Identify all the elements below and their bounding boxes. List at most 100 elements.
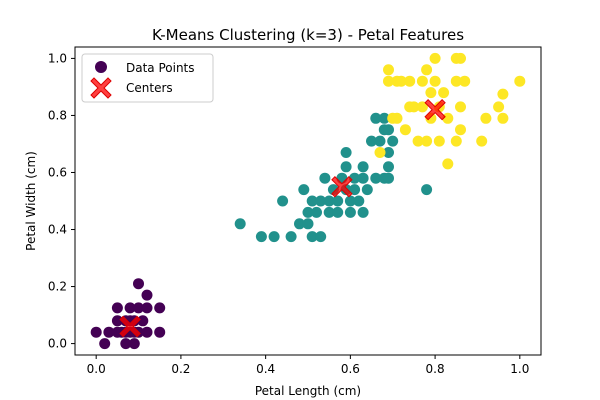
data-point-cluster-0 bbox=[111, 302, 123, 314]
data-point-cluster-1 bbox=[383, 172, 394, 184]
data-point-cluster-2 bbox=[476, 135, 488, 147]
data-point-cluster-1 bbox=[319, 172, 331, 184]
x-tick-label: 0.4 bbox=[256, 362, 275, 376]
data-point-cluster-0 bbox=[103, 326, 115, 338]
legend-data-points-label: Data Points bbox=[126, 61, 195, 75]
y-tick-label: 0.8 bbox=[48, 108, 67, 122]
data-point-cluster-1 bbox=[344, 206, 356, 218]
data-point-cluster-2 bbox=[438, 87, 450, 99]
data-point-cluster-1 bbox=[315, 195, 327, 207]
data-point-cluster-0 bbox=[124, 302, 136, 314]
data-point-cluster-1 bbox=[370, 172, 382, 184]
data-point-cluster-2 bbox=[421, 64, 433, 76]
legend-centers-marker bbox=[90, 77, 112, 99]
data-point-cluster-1 bbox=[277, 195, 289, 207]
data-point-cluster-1 bbox=[294, 218, 305, 230]
data-point-cluster-0 bbox=[99, 338, 111, 350]
data-point-cluster-2 bbox=[374, 147, 386, 158]
data-point-cluster-1 bbox=[340, 161, 352, 173]
data-point-cluster-0 bbox=[128, 338, 140, 350]
data-point-cluster-2 bbox=[412, 135, 424, 147]
cluster-center-0 bbox=[119, 315, 141, 338]
data-point-cluster-1 bbox=[374, 135, 386, 147]
data-point-cluster-1 bbox=[344, 195, 356, 207]
data-point-cluster-2 bbox=[391, 112, 403, 124]
data-point-cluster-0 bbox=[133, 278, 144, 290]
x-tick-label: 0.6 bbox=[341, 362, 360, 376]
y-axis-label: Petal Width (cm) bbox=[24, 151, 38, 251]
data-point-cluster-0 bbox=[90, 326, 102, 338]
data-point-cluster-0 bbox=[141, 302, 153, 314]
data-point-cluster-2 bbox=[442, 158, 454, 170]
data-point-cluster-1 bbox=[387, 135, 399, 147]
legend-frame bbox=[81, 53, 214, 103]
data-point-cluster-1 bbox=[349, 172, 361, 184]
data-point-cluster-0 bbox=[137, 315, 149, 327]
data-point-cluster-2 bbox=[455, 101, 466, 113]
x-tick-label: 1.0 bbox=[510, 362, 529, 376]
data-point-cluster-2 bbox=[493, 101, 505, 113]
data-point-cluster-2 bbox=[404, 75, 416, 87]
data-point-cluster-1 bbox=[315, 231, 327, 243]
data-point-cluster-2 bbox=[383, 64, 394, 76]
y-tick-label: 1.0 bbox=[48, 51, 67, 65]
data-point-cluster-1 bbox=[361, 184, 373, 196]
data-point-cluster-0 bbox=[154, 302, 166, 314]
x-tick-label: 0.0 bbox=[87, 362, 106, 376]
data-point-cluster-1 bbox=[285, 231, 297, 243]
data-point-cluster-1 bbox=[340, 147, 352, 158]
data-point-cluster-0 bbox=[154, 326, 166, 338]
y-tick-label: 0.4 bbox=[48, 223, 67, 237]
data-point-cluster-2 bbox=[383, 75, 394, 87]
cluster-center-1 bbox=[331, 175, 353, 198]
legend-centers-label: Centers bbox=[126, 81, 173, 95]
data-point-cluster-1 bbox=[357, 172, 369, 184]
data-point-cluster-2 bbox=[399, 124, 411, 136]
data-point-cluster-2 bbox=[497, 88, 509, 100]
data-point-cluster-2 bbox=[442, 112, 454, 124]
data-point-cluster-2 bbox=[514, 75, 526, 87]
data-point-cluster-1 bbox=[268, 231, 280, 243]
x-tick-label: 0.2 bbox=[171, 362, 190, 376]
data-point-cluster-2 bbox=[450, 135, 462, 147]
data-point-cluster-0 bbox=[141, 326, 153, 338]
plot-frame bbox=[74, 46, 542, 356]
y-axis: 0.0 0.2 0.4 0.6 0.8 1.0 bbox=[48, 51, 75, 351]
data-point-cluster-1 bbox=[255, 231, 267, 243]
centers-layer bbox=[119, 98, 446, 338]
data-point-cluster-2 bbox=[433, 135, 445, 147]
y-tick-label: 0.2 bbox=[48, 280, 67, 294]
data-point-cluster-1 bbox=[306, 195, 318, 207]
data-point-cluster-1 bbox=[383, 161, 394, 173]
legend: Data Points Centers bbox=[81, 53, 214, 103]
data-point-cluster-0 bbox=[133, 302, 144, 314]
y-tick-label: 0.0 bbox=[48, 337, 67, 351]
data-point-cluster-2 bbox=[480, 112, 492, 124]
data-point-cluster-1 bbox=[332, 206, 344, 218]
data-point-cluster-2 bbox=[429, 52, 441, 64]
data-point-cluster-2 bbox=[459, 75, 471, 87]
data-point-cluster-1 bbox=[349, 184, 361, 196]
data-point-cluster-1 bbox=[370, 112, 382, 124]
data-point-cluster-1 bbox=[383, 147, 394, 158]
x-axis: 0.0 0.2 0.4 0.6 0.8 1.0 bbox=[87, 355, 529, 376]
data-point-cluster-2 bbox=[455, 52, 466, 64]
data-point-cluster-2 bbox=[416, 101, 428, 113]
legend-data-points-marker bbox=[95, 61, 107, 73]
data-point-cluster-2 bbox=[421, 135, 433, 147]
data-point-cluster-1 bbox=[357, 161, 369, 173]
data-point-cluster-2 bbox=[395, 75, 407, 87]
y-tick-label: 0.6 bbox=[48, 165, 67, 179]
data-point-cluster-0 bbox=[141, 289, 153, 301]
data-point-cluster-1 bbox=[302, 206, 314, 218]
data-point-cluster-2 bbox=[429, 75, 441, 87]
data-point-cluster-1 bbox=[357, 206, 369, 218]
data-point-cluster-1 bbox=[353, 195, 365, 207]
x-axis-label: Petal Length (cm) bbox=[255, 384, 361, 398]
data-point-cluster-2 bbox=[455, 124, 466, 136]
data-point-cluster-1 bbox=[323, 195, 335, 207]
data-point-cluster-1 bbox=[323, 206, 335, 218]
data-point-cluster-2 bbox=[425, 87, 437, 99]
data-point-cluster-1 bbox=[366, 135, 377, 147]
